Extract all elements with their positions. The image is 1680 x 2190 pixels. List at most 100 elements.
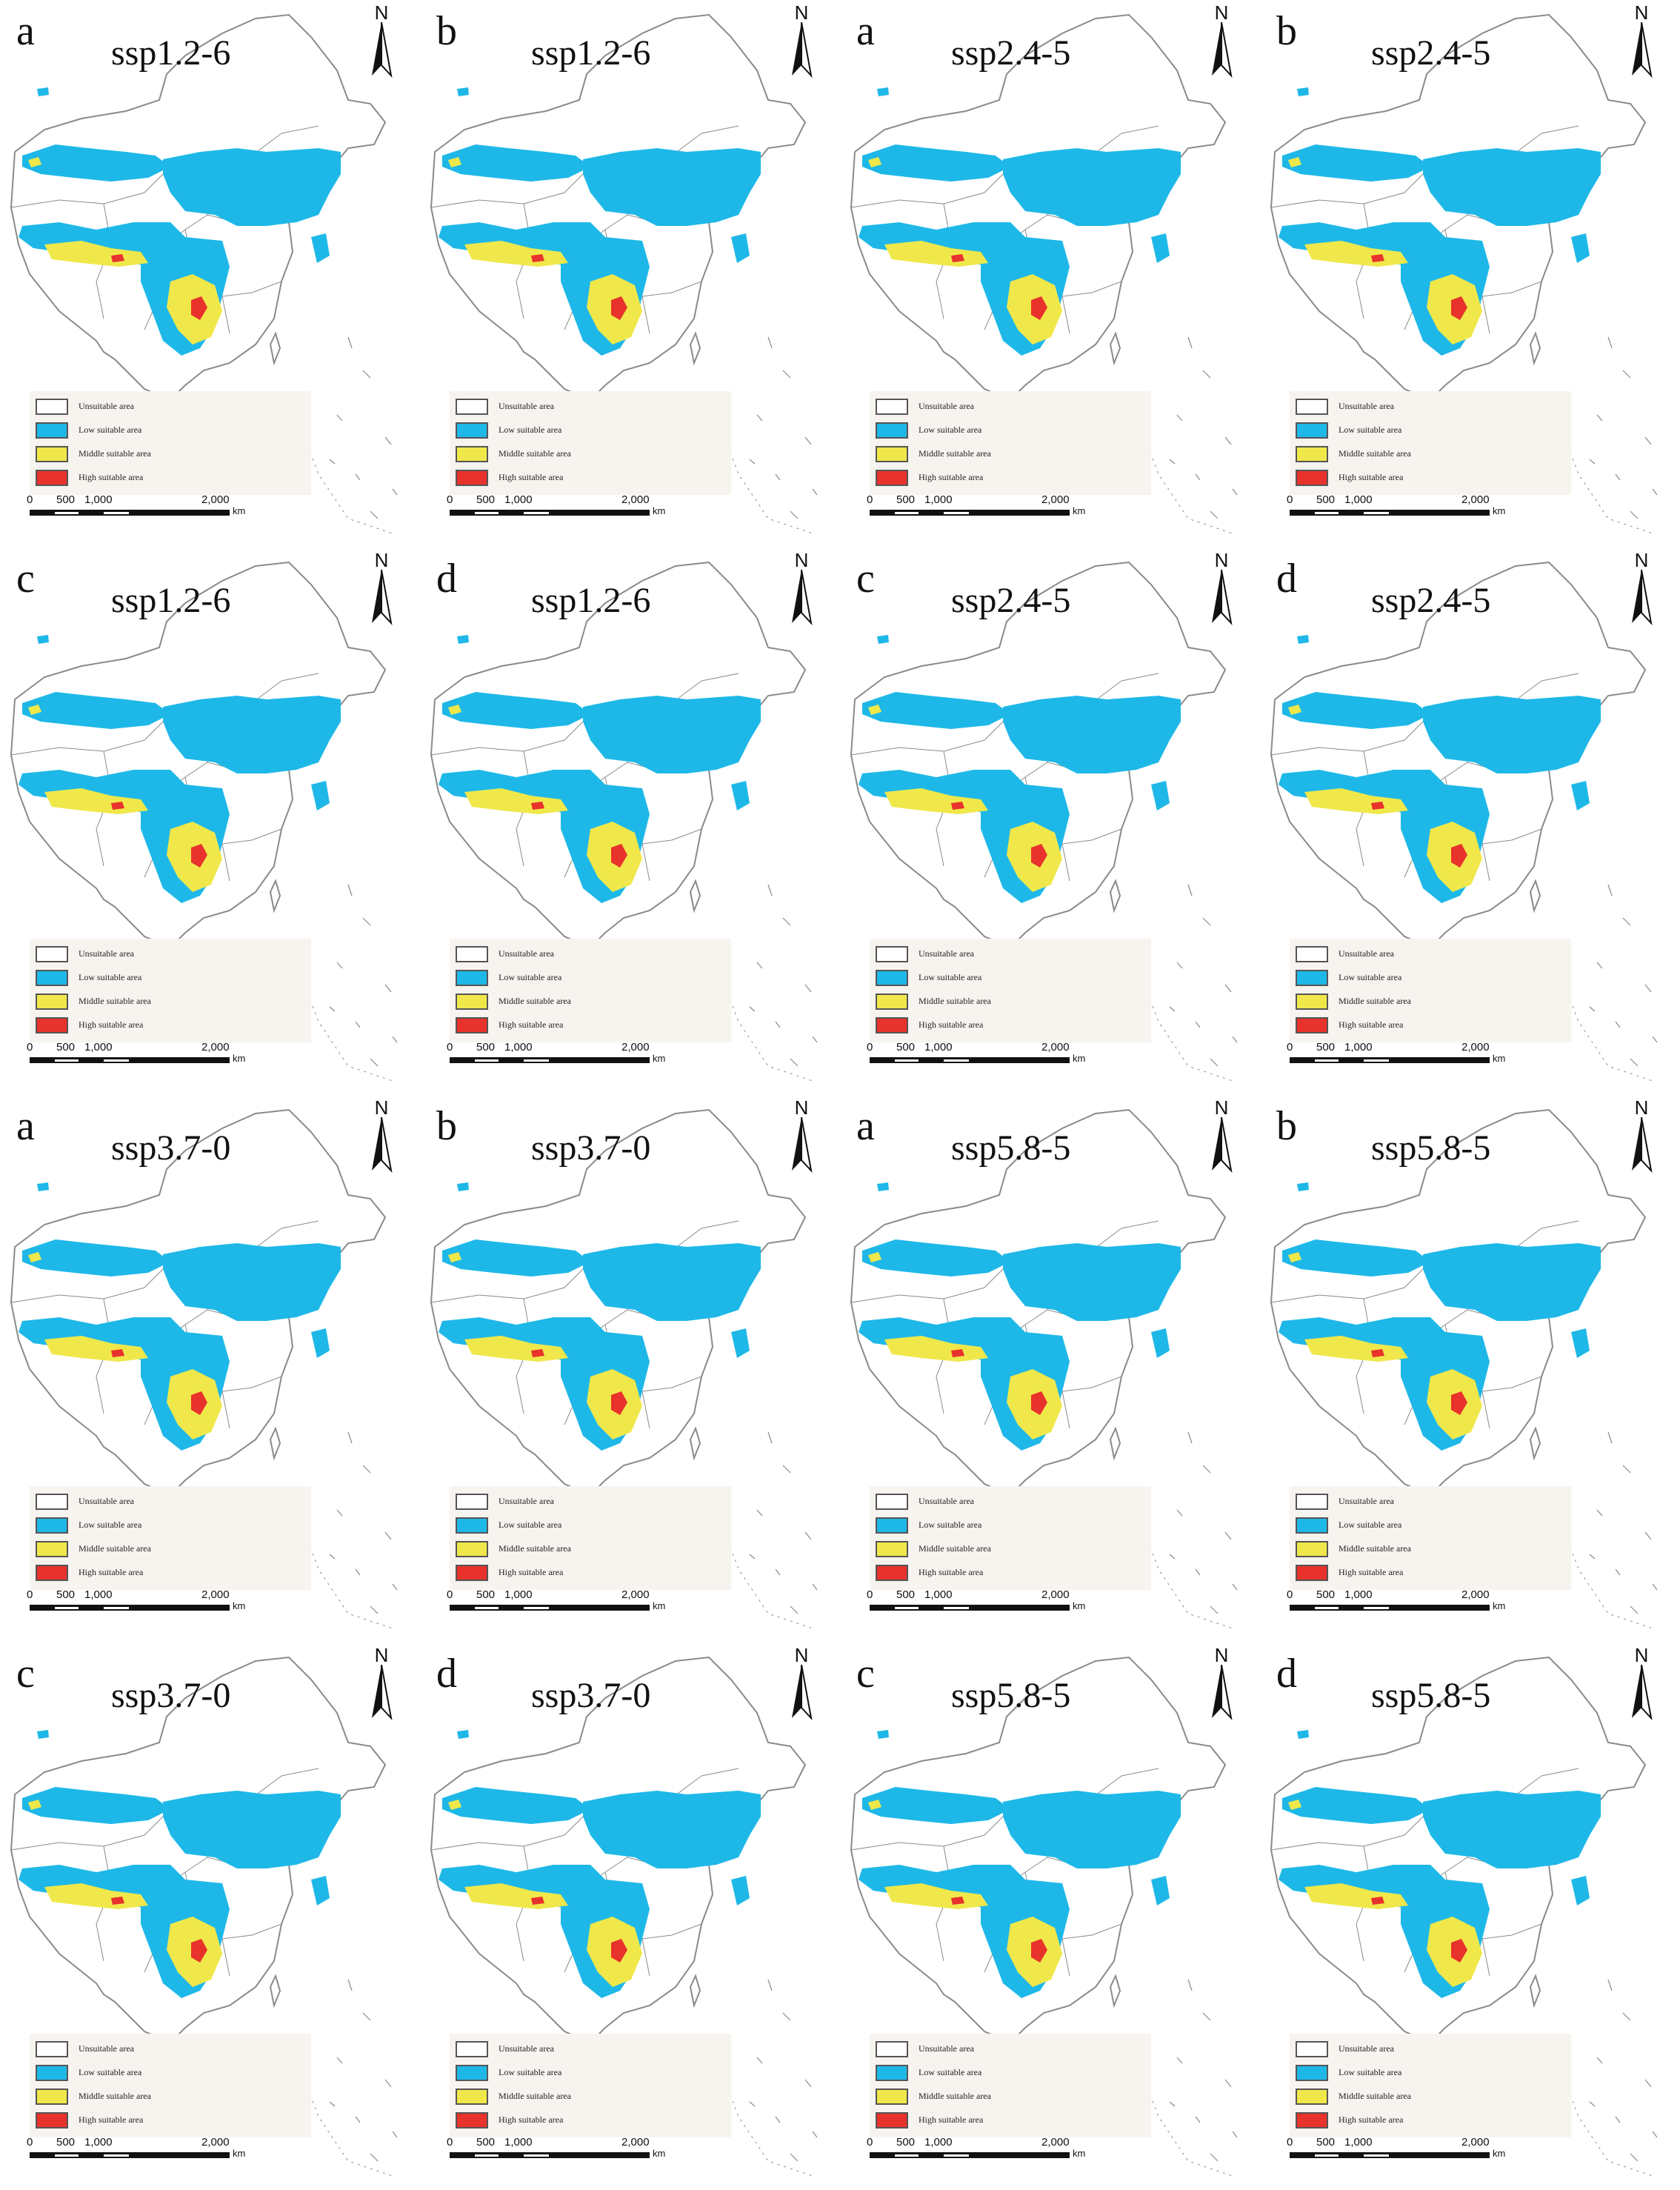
legend-item-unsuitable: Unsuitable area (456, 399, 722, 416)
legend-item-low: Low suitable area (36, 422, 302, 440)
legend-item-unsuitable: Unsuitable area (876, 946, 1142, 964)
north-arrow: N (1203, 549, 1240, 630)
swatch-high (36, 470, 68, 486)
legend-label: High suitable area (499, 472, 564, 482)
legend-label: Low suitable area (79, 2067, 142, 2077)
country-boundary (1270, 13, 1647, 431)
legend-label: Unsuitable area (919, 401, 974, 411)
swatch-high (36, 1017, 68, 1034)
legend-label: Middle suitable area (1339, 448, 1411, 459)
swatch-middle (456, 994, 488, 1010)
north-arrow: N (363, 1644, 400, 1725)
swatch-middle (1296, 994, 1328, 1010)
south-sea-islands (716, 1979, 818, 2177)
panel-letter: b (436, 8, 457, 54)
country-boundary (1270, 1108, 1647, 1526)
legend-item-high: High suitable area (1296, 2112, 1562, 2130)
swatch-unsuitable (36, 2041, 68, 2057)
scale-tick-label: 0 (1287, 1588, 1293, 1601)
north-arrow: N (363, 1, 400, 83)
legend-label: Low suitable area (1339, 425, 1402, 435)
south-sea-islands (1556, 1431, 1658, 1629)
scale-unit: km (1073, 1600, 1086, 1611)
china-map (430, 1108, 818, 1629)
scale-bar: 0 500 1,000 2,000 km (867, 2136, 1085, 2169)
scale-tick-label: 0 (447, 1041, 453, 1054)
north-label: N (1634, 1, 1649, 24)
legend: Unsuitable area Low suitable area Middle… (30, 391, 311, 495)
north-arrow-icon (1632, 22, 1653, 79)
south-sea-islands (716, 1431, 818, 1629)
north-label: N (1214, 1644, 1229, 1666)
legend-label: Unsuitable area (499, 1496, 554, 1506)
legend-item-middle: Middle suitable area (876, 446, 1142, 464)
swatch-high (1296, 1565, 1328, 1581)
legend-item-middle: Middle suitable area (36, 2089, 302, 2106)
south-sea-islands (716, 336, 818, 534)
swatch-unsuitable (876, 2041, 908, 2057)
panel-letter: c (16, 1651, 35, 1697)
scenario-label: ssp3.7-0 (111, 1676, 231, 1715)
country-boundary (850, 1108, 1227, 1526)
swatch-low (36, 2065, 68, 2081)
legend-item-high: High suitable area (36, 1017, 302, 1035)
north-arrow-icon (372, 22, 393, 79)
swatch-unsuitable (1296, 399, 1328, 415)
north-label: N (374, 1644, 389, 1666)
legend-item-unsuitable: Unsuitable area (36, 399, 302, 416)
legend-label: High suitable area (919, 472, 984, 482)
scale-tick-label: 2,000 (621, 2136, 650, 2149)
legend-item-middle: Middle suitable area (876, 2089, 1142, 2106)
legend-label: High suitable area (1339, 1567, 1404, 1577)
scale-unit: km (1493, 505, 1506, 516)
swatch-high (876, 2112, 908, 2129)
scale-tick-label: 1,000 (504, 1041, 533, 1054)
legend-label: High suitable area (499, 2114, 564, 2125)
swatch-high (1296, 1017, 1328, 1034)
swatch-high (36, 2112, 68, 2129)
scale-bar: 0 500 1,000 2,000 km (867, 1588, 1085, 1621)
scale-tick-label: 1,000 (1344, 493, 1373, 506)
legend-item-high: High suitable area (456, 2112, 722, 2130)
china-map (1270, 13, 1658, 534)
south-sea-islands (1136, 336, 1238, 534)
legend-label: Unsuitable area (1339, 1496, 1394, 1506)
legend-item-unsuitable: Unsuitable area (36, 1494, 302, 1511)
scale-bar: 0 500 1,000 2,000 km (1287, 1041, 1505, 1074)
china-map (1270, 561, 1658, 1082)
scale-unit: km (1073, 1053, 1086, 1064)
legend-label: Middle suitable area (79, 996, 151, 1006)
legend-item-middle: Middle suitable area (1296, 2089, 1562, 2106)
panel-letter: b (436, 1103, 457, 1149)
legend-label: Low suitable area (499, 1520, 562, 1530)
china-map (850, 1656, 1238, 2177)
south-sea-islands (1136, 884, 1238, 1082)
legend-item-low: Low suitable area (36, 2065, 302, 2083)
china-map (430, 13, 818, 534)
swatch-middle (456, 1541, 488, 1557)
legend-label: Middle suitable area (499, 1543, 571, 1554)
map-panel-c-ssp1.2-6: c ssp1.2-6 N Unsuitable area Low suitabl… (0, 548, 420, 1095)
panel-letter: b (1276, 8, 1297, 54)
north-label: N (1634, 549, 1649, 571)
swatch-middle (36, 2089, 68, 2105)
panel-letter: d (1276, 556, 1297, 602)
legend: Unsuitable area Low suitable area Middle… (450, 1486, 731, 1590)
scenario-label: ssp1.2-6 (111, 33, 231, 73)
legend-item-high: High suitable area (876, 1565, 1142, 1582)
legend: Unsuitable area Low suitable area Middle… (1290, 939, 1571, 1042)
swatch-unsuitable (456, 2041, 488, 2057)
legend-label: Middle suitable area (919, 2091, 991, 2101)
scale-bar: 0 500 1,000 2,000 km (27, 493, 245, 526)
swatch-high (876, 1017, 908, 1034)
scale-tick-label: 2,000 (201, 493, 230, 506)
legend: Unsuitable area Low suitable area Middle… (30, 2034, 311, 2137)
scale-tick-label: 1,000 (84, 493, 113, 506)
swatch-low (1296, 2065, 1328, 2081)
scale-bar-graphic (870, 1605, 1070, 1611)
china-map (850, 13, 1238, 534)
legend: Unsuitable area Low suitable area Middle… (450, 2034, 731, 2137)
scale-bar-graphic (450, 1605, 650, 1611)
map-panel-d-ssp2.4-5: d ssp2.4-5 N Unsuitable area Low suitabl… (1260, 548, 1680, 1095)
legend-label: High suitable area (919, 2114, 984, 2125)
